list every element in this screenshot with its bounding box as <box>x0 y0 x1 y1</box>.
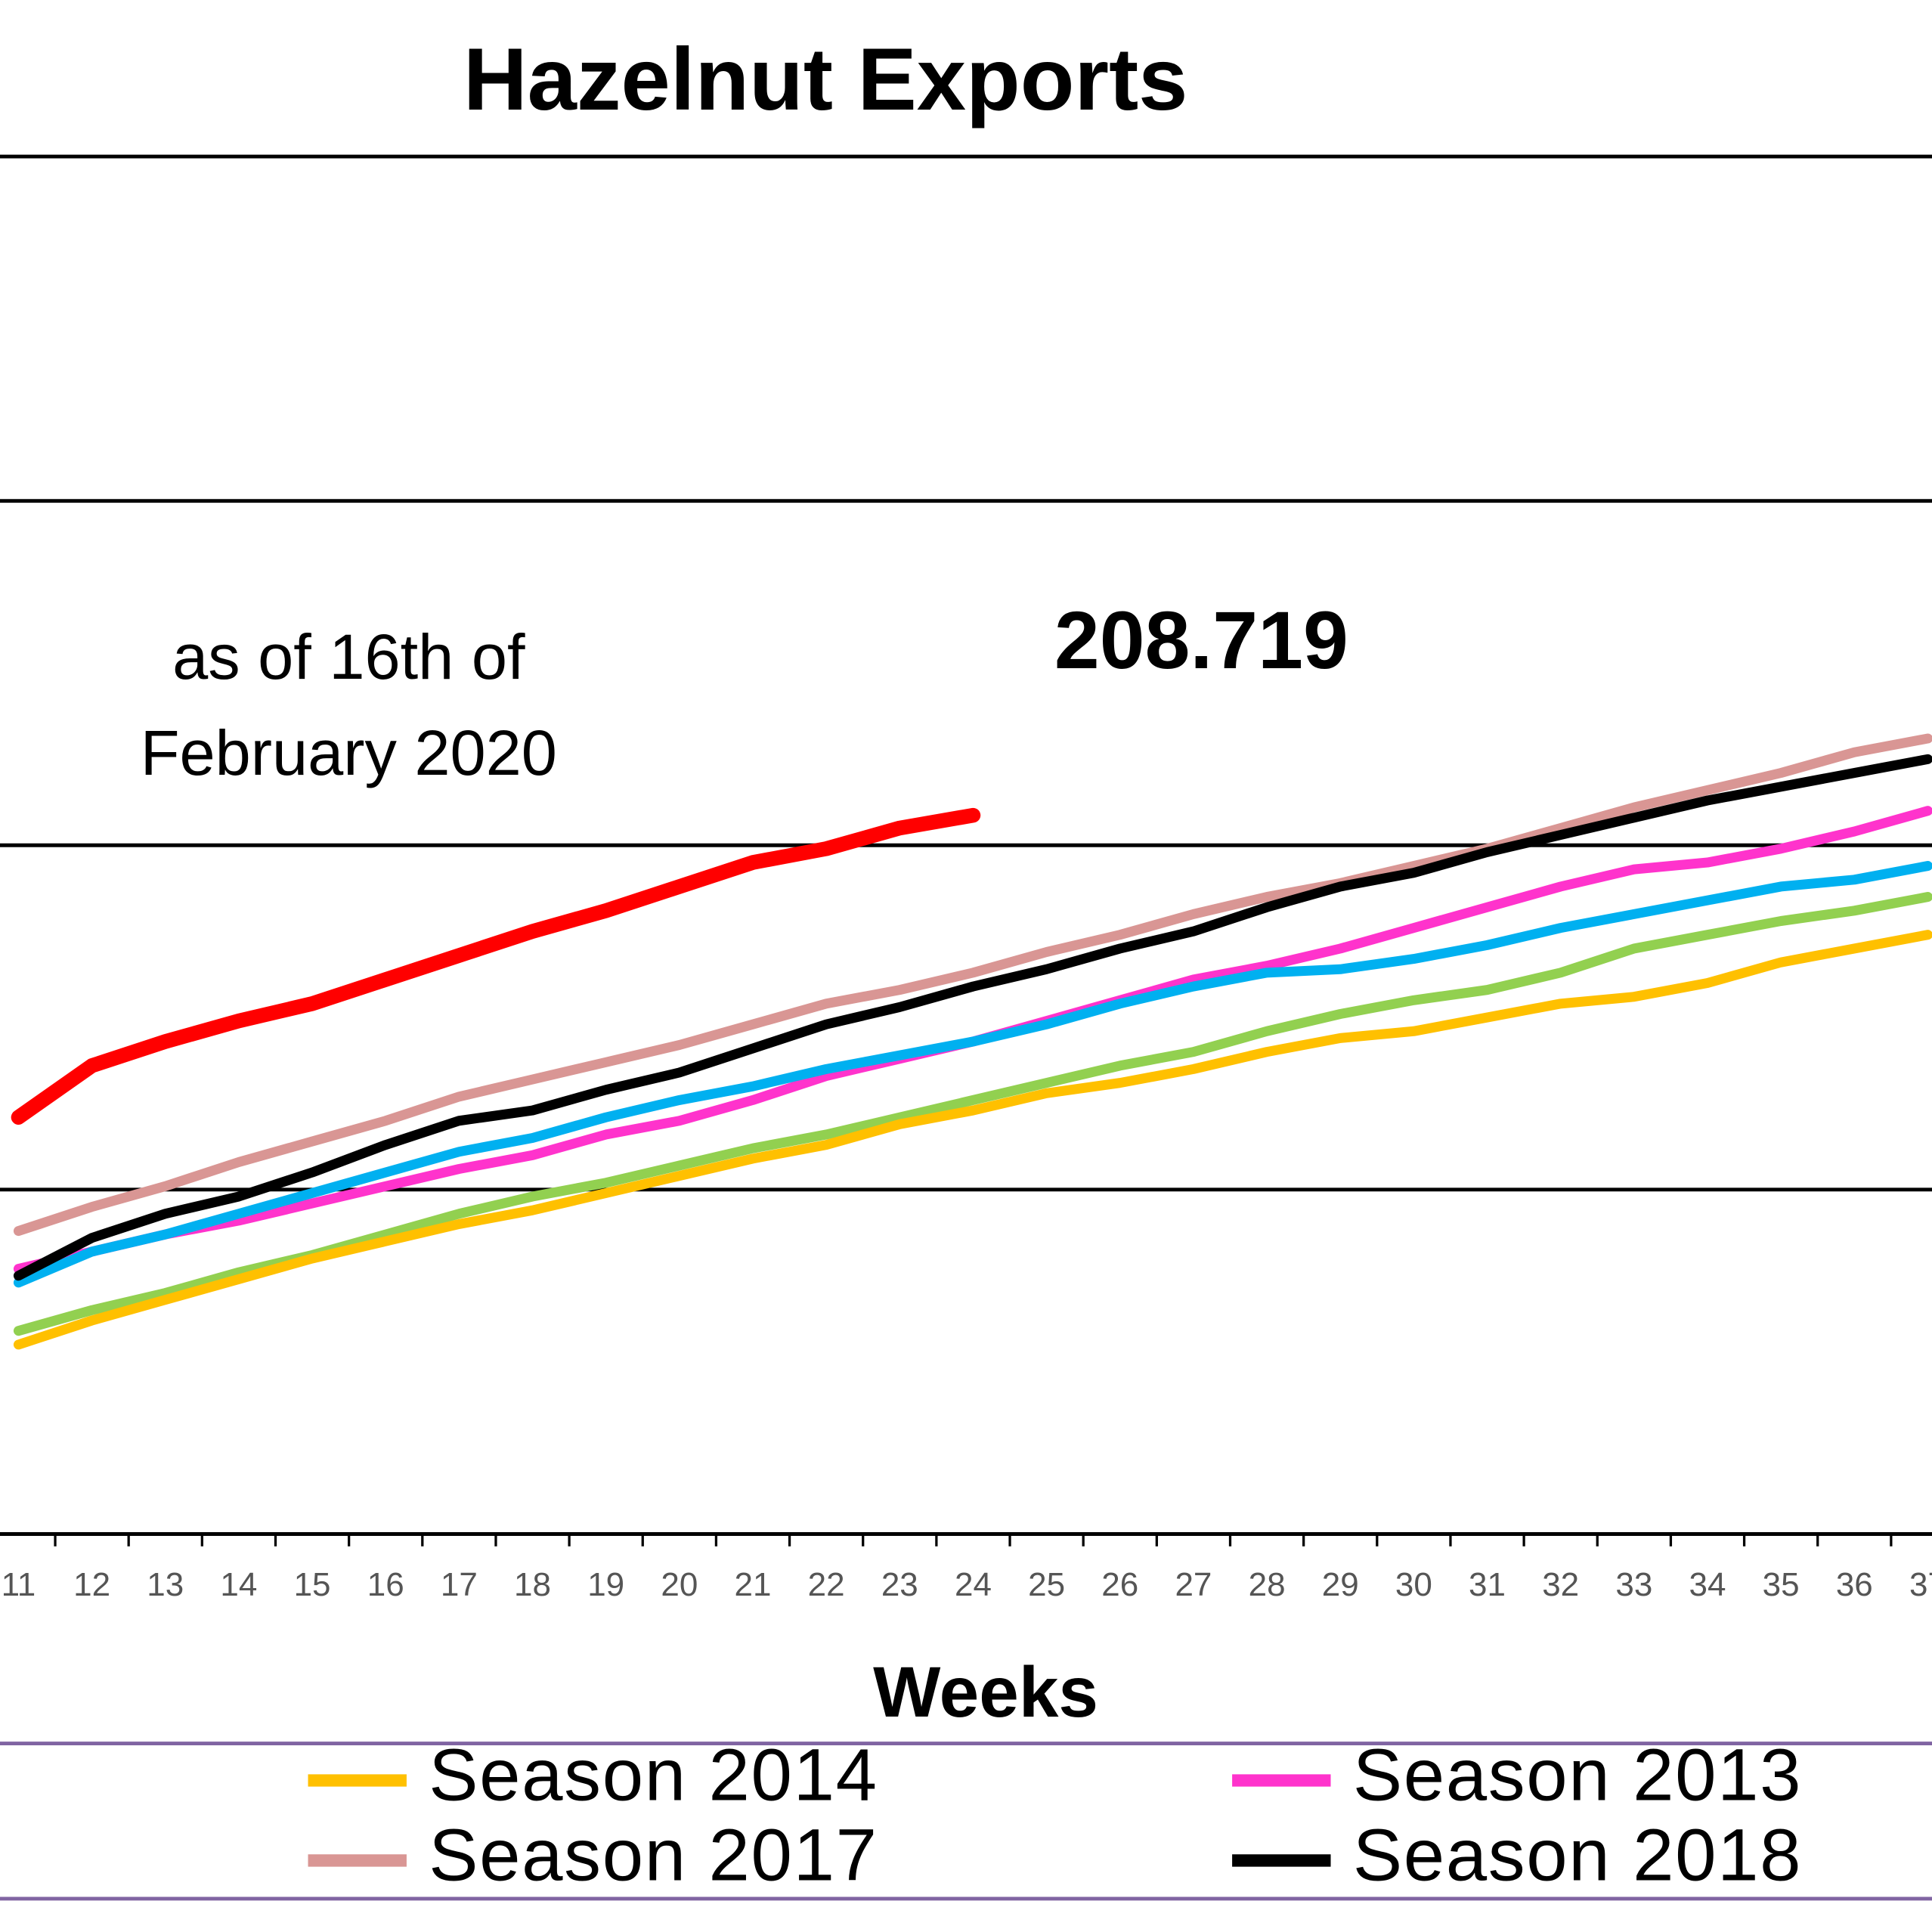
x-tick-label: 21 <box>735 1566 772 1603</box>
x-tick-label: 24 <box>955 1566 992 1603</box>
x-tick-label: 23 <box>881 1566 918 1603</box>
x-tick-label: 28 <box>1249 1566 1286 1603</box>
x-tick-label: 25 <box>1028 1566 1065 1603</box>
x-tick-label: 34 <box>1689 1566 1726 1603</box>
x-tick-label: 31 <box>1469 1566 1506 1603</box>
x-tick-label: 33 <box>1615 1566 1652 1603</box>
x-tick-label: 19 <box>587 1566 624 1603</box>
series-line <box>13 733 1932 1237</box>
x-tick-label: 27 <box>1175 1566 1212 1603</box>
x-tick-label: 13 <box>147 1566 184 1603</box>
x-tick-label: 12 <box>73 1566 110 1603</box>
chart-title: Hazelnut Exports <box>463 29 1188 128</box>
x-tick-label: 15 <box>294 1566 331 1603</box>
x-tick-label: 18 <box>514 1566 551 1603</box>
legend-label: Season 2018 <box>1353 1813 1802 1896</box>
x-tick-label: 36 <box>1836 1566 1873 1603</box>
x-tick-label: 17 <box>441 1566 478 1603</box>
x-tick-label: 30 <box>1395 1566 1432 1603</box>
value-annotation: 208.719 <box>1054 595 1348 686</box>
annotation: as of 16th of <box>172 621 525 692</box>
x-tick-label: 16 <box>367 1566 404 1603</box>
series-line <box>11 807 981 1125</box>
x-tick-label: 20 <box>661 1566 698 1603</box>
x-tick-label: 29 <box>1322 1566 1359 1603</box>
legend-label: Season 2014 <box>429 1732 878 1816</box>
x-tick-label: 11 <box>2 1566 36 1603</box>
x-axis-title: Weeks <box>873 1652 1098 1732</box>
x-tick-label: 37 <box>1909 1566 1932 1603</box>
series-line <box>13 754 1932 1281</box>
x-tick-label: 14 <box>220 1566 257 1603</box>
legend-label: Season 2013 <box>1353 1732 1802 1816</box>
series-line <box>13 861 1932 1288</box>
x-tick-label: 26 <box>1101 1566 1138 1603</box>
x-tick-label: 32 <box>1542 1566 1579 1603</box>
x-tick-label: 22 <box>808 1566 845 1603</box>
legend-label: Season 2017 <box>429 1813 878 1896</box>
series-line <box>13 930 1932 1350</box>
x-tick-label: 35 <box>1763 1566 1800 1603</box>
annotation: February 2020 <box>141 717 557 788</box>
